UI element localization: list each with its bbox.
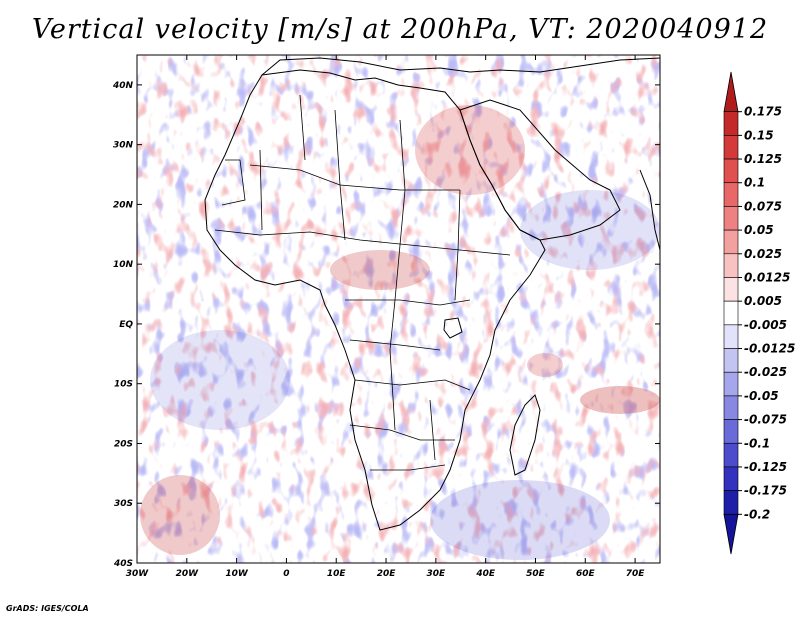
colorbar-label: -0.075 (744, 413, 787, 427)
lake-victoria (443, 317, 463, 339)
colorbar-label: -0.2 (744, 507, 770, 521)
colorbar-label: 0.175 (744, 105, 782, 119)
colorbar-box (723, 229, 739, 255)
country-borders (214, 94, 511, 471)
colorbar-box (723, 490, 739, 515)
downward-region-arabian-sea (520, 190, 660, 270)
colorbar-label: -0.1 (744, 436, 770, 450)
colorbar-box (723, 182, 739, 207)
colorbar-box (723, 277, 739, 302)
upward-region-madagascar-east (527, 353, 563, 377)
lat-tick-label: 30S (114, 499, 133, 509)
colorbar-box (723, 442, 739, 468)
colorbar-label: 0.15 (744, 128, 774, 142)
colorbar-label: 0.075 (744, 199, 782, 213)
colorbar-bottom-arrow (723, 513, 739, 555)
colorbar-label: 0.005 (744, 294, 782, 308)
colorbar-box (723, 371, 739, 397)
colorbar-label: -0.005 (744, 318, 787, 332)
lon-tick-label: 60E (576, 569, 596, 579)
europe-coastline (261, 57, 660, 76)
madagascar-coastline (509, 394, 541, 476)
map-title: Vertical velocity [m/s] at 200hPa, VT: 2… (31, 14, 769, 45)
lat-tick-label: 40N (112, 81, 134, 91)
colorbar-label: 0.025 (744, 247, 782, 261)
lat-tick-label: 10S (114, 380, 133, 390)
colorbar-label: 0.0125 (744, 270, 790, 284)
colorbar-label: 0.1 (744, 176, 765, 190)
colorbar-box (723, 111, 739, 136)
lat-tick-label: 20N (113, 200, 134, 210)
lon-tick-label: 70E (626, 569, 646, 579)
colorbar-label: -0.0125 (744, 342, 795, 356)
colorbar-box (723, 206, 739, 231)
coastlines (204, 57, 660, 531)
colorbar-box (723, 348, 739, 373)
plot-frame (136, 54, 661, 564)
lon-tick-label: 20E (377, 569, 397, 579)
colorbar-box (723, 158, 739, 184)
lon-tick-label: 50E (526, 569, 546, 579)
colorbar-top-arrow (723, 71, 739, 113)
latitude-axis: 40N 30N 20N 10N EQ 10S 20S 30S 40S (112, 81, 660, 569)
lat-tick-label: 30N (113, 141, 134, 151)
lon-tick-label: 30W (126, 569, 150, 579)
credit-label: GrADS: IGES/COLA (6, 604, 89, 613)
colorbar-box (723, 253, 739, 278)
lon-tick-label: 40E (475, 569, 496, 579)
longitude-axis: 30W 20W 10W 0 10E 20E 30E 40E 50E 60E 70E (126, 55, 646, 579)
colorbar-label: -0.05 (744, 389, 779, 403)
lat-tick-label: 20S (114, 439, 133, 449)
lon-tick-label: 10W (225, 569, 249, 579)
colorbar-label: 0.05 (744, 223, 774, 237)
lon-tick-label: 0 (283, 569, 289, 579)
upward-region-indian-ocean (580, 386, 660, 414)
velocity-field (137, 55, 660, 563)
colorbar-label: -0.125 (744, 460, 787, 474)
colorbar-label: 0.125 (744, 152, 782, 166)
upward-region-central-africa (330, 250, 430, 290)
colorbar-box (723, 419, 739, 444)
colorbar-box (723, 135, 739, 160)
arabia-coastline (459, 99, 621, 241)
colorbar-label: -0.175 (744, 484, 787, 498)
lon-tick-label: 10E (327, 569, 347, 579)
colorbar-box (723, 466, 739, 491)
lat-tick-label: 10N (113, 260, 134, 270)
lat-tick-label: EQ (119, 320, 133, 330)
colorbar-label: -0.025 (744, 365, 787, 379)
lon-tick-label: 30E (427, 569, 447, 579)
colorbar-box (723, 324, 739, 349)
downward-region-south-indian (430, 480, 610, 560)
colorbar-box (723, 300, 739, 326)
colorbar: 0.175 0.15 0.125 0.1 0.075 0.05 0.025 0.0125 0.0… (723, 71, 795, 555)
lat-tick-label: 40S (113, 559, 133, 569)
upward-region-red-sea (415, 105, 525, 195)
lon-tick-label: 20W (176, 569, 200, 579)
downward-region-atlantic (150, 330, 290, 430)
india-coastline (639, 169, 660, 251)
upward-region-southwest (140, 475, 220, 555)
colorbar-box (723, 395, 739, 420)
